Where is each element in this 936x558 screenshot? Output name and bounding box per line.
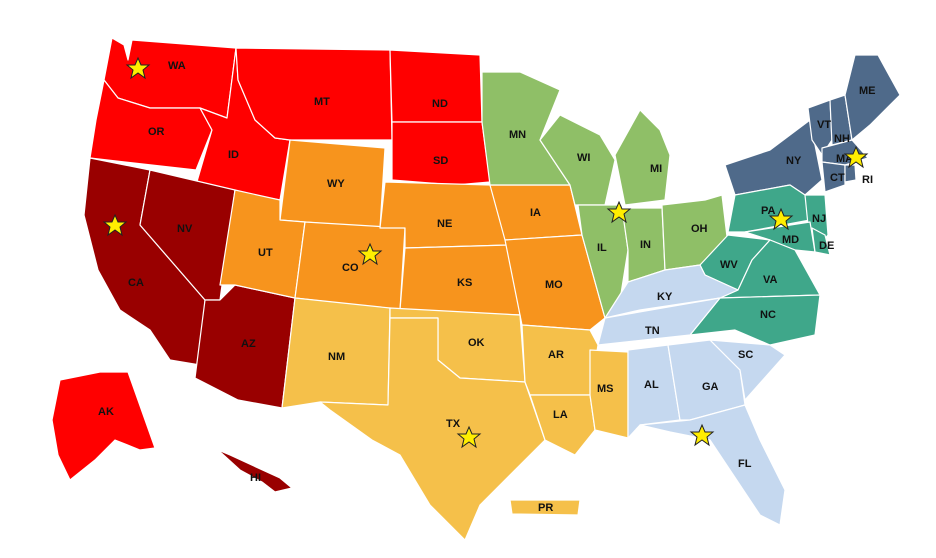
label-az: AZ (241, 338, 256, 350)
state-ms[interactable] (589, 349, 629, 439)
state-tn[interactable] (597, 297, 721, 346)
star-markers (102, 56, 869, 449)
label-mt: MT (314, 96, 330, 108)
region-mid-atlantic (689, 184, 831, 346)
star-icon[interactable] (689, 423, 715, 447)
label-ar: AR (548, 349, 564, 361)
region-northwest (51, 37, 491, 481)
state-ri[interactable] (844, 164, 857, 183)
label-mn: MN (509, 129, 526, 141)
label-pa: PA (761, 205, 776, 217)
label-nc: NC (760, 309, 776, 321)
label-tx: TX (446, 418, 461, 430)
state-nd[interactable] (389, 49, 483, 123)
label-fl: FL (738, 458, 752, 470)
label-ok: OK (468, 337, 485, 349)
label-ut: UT (258, 247, 273, 259)
state-md[interactable] (744, 221, 816, 253)
label-id: ID (228, 149, 239, 161)
label-mi: MI (650, 163, 662, 175)
region-southwest (281, 297, 629, 541)
region-west (83, 157, 296, 493)
state-de[interactable] (811, 227, 831, 256)
region-southeast (597, 264, 786, 526)
region-northeast (724, 54, 901, 196)
label-ny: NY (786, 155, 802, 167)
label-ky: KY (657, 291, 673, 303)
label-ri: RI (862, 174, 873, 186)
label-hi: HI (250, 472, 261, 484)
label-nm: NM (328, 351, 345, 363)
state-sd[interactable] (391, 121, 491, 186)
label-co: CO (342, 262, 359, 274)
label-ak: AK (98, 406, 114, 418)
state-fl[interactable] (639, 404, 786, 526)
label-or: OR (148, 126, 165, 138)
label-ga: GA (702, 381, 719, 393)
label-al: AL (644, 379, 659, 391)
label-il: IL (597, 242, 607, 254)
star-icon[interactable] (606, 200, 632, 224)
state-me[interactable] (844, 54, 901, 141)
star-icon[interactable] (125, 56, 151, 80)
label-ne: NE (437, 218, 452, 230)
state-tx[interactable] (319, 317, 546, 541)
label-me: ME (859, 85, 876, 97)
label-nd: ND (432, 98, 448, 110)
label-wv: WV (720, 259, 738, 271)
label-nh: NH (834, 133, 850, 145)
label-sd: SD (433, 155, 448, 167)
label-va: VA (763, 274, 778, 286)
star-icon[interactable] (102, 213, 128, 237)
star-icon[interactable] (357, 242, 383, 266)
state-mi[interactable] (614, 109, 671, 206)
label-nv: NV (177, 223, 193, 235)
label-sc: SC (738, 349, 753, 361)
label-oh: OH (691, 223, 708, 235)
state-ny[interactable] (724, 119, 823, 196)
state-ak[interactable] (51, 371, 156, 481)
region-midwest (481, 71, 729, 319)
state-hi[interactable] (217, 449, 293, 493)
state-wi[interactable] (539, 114, 616, 206)
label-in: IN (640, 239, 651, 251)
state-ky[interactable] (604, 264, 739, 319)
label-md: MD (782, 234, 799, 246)
state-labels: WA OR ID MT ND SD WY NV CA UT CO NE KS A… (98, 60, 876, 514)
label-de: DE (819, 240, 834, 252)
label-ia: IA (530, 207, 541, 219)
label-vt: VT (817, 119, 831, 131)
label-mo: MO (545, 279, 563, 291)
label-wa: WA (168, 60, 186, 72)
label-la: LA (553, 409, 568, 421)
label-wi: WI (577, 152, 590, 164)
label-ca: CA (128, 277, 144, 289)
star-icon[interactable] (456, 425, 482, 449)
label-nj: NJ (812, 213, 826, 225)
star-icon[interactable] (843, 145, 869, 169)
label-ks: KS (457, 277, 472, 289)
label-tn: TN (645, 325, 660, 337)
state-la[interactable] (529, 394, 596, 456)
star-icon[interactable] (768, 207, 794, 231)
label-ct: CT (830, 172, 845, 184)
label-ms: MS (597, 383, 614, 395)
state-pr[interactable] (509, 499, 581, 516)
state-sc[interactable] (709, 339, 786, 401)
label-pr: PR (538, 502, 553, 514)
label-wy: WY (327, 178, 345, 190)
state-ct[interactable] (821, 161, 846, 193)
